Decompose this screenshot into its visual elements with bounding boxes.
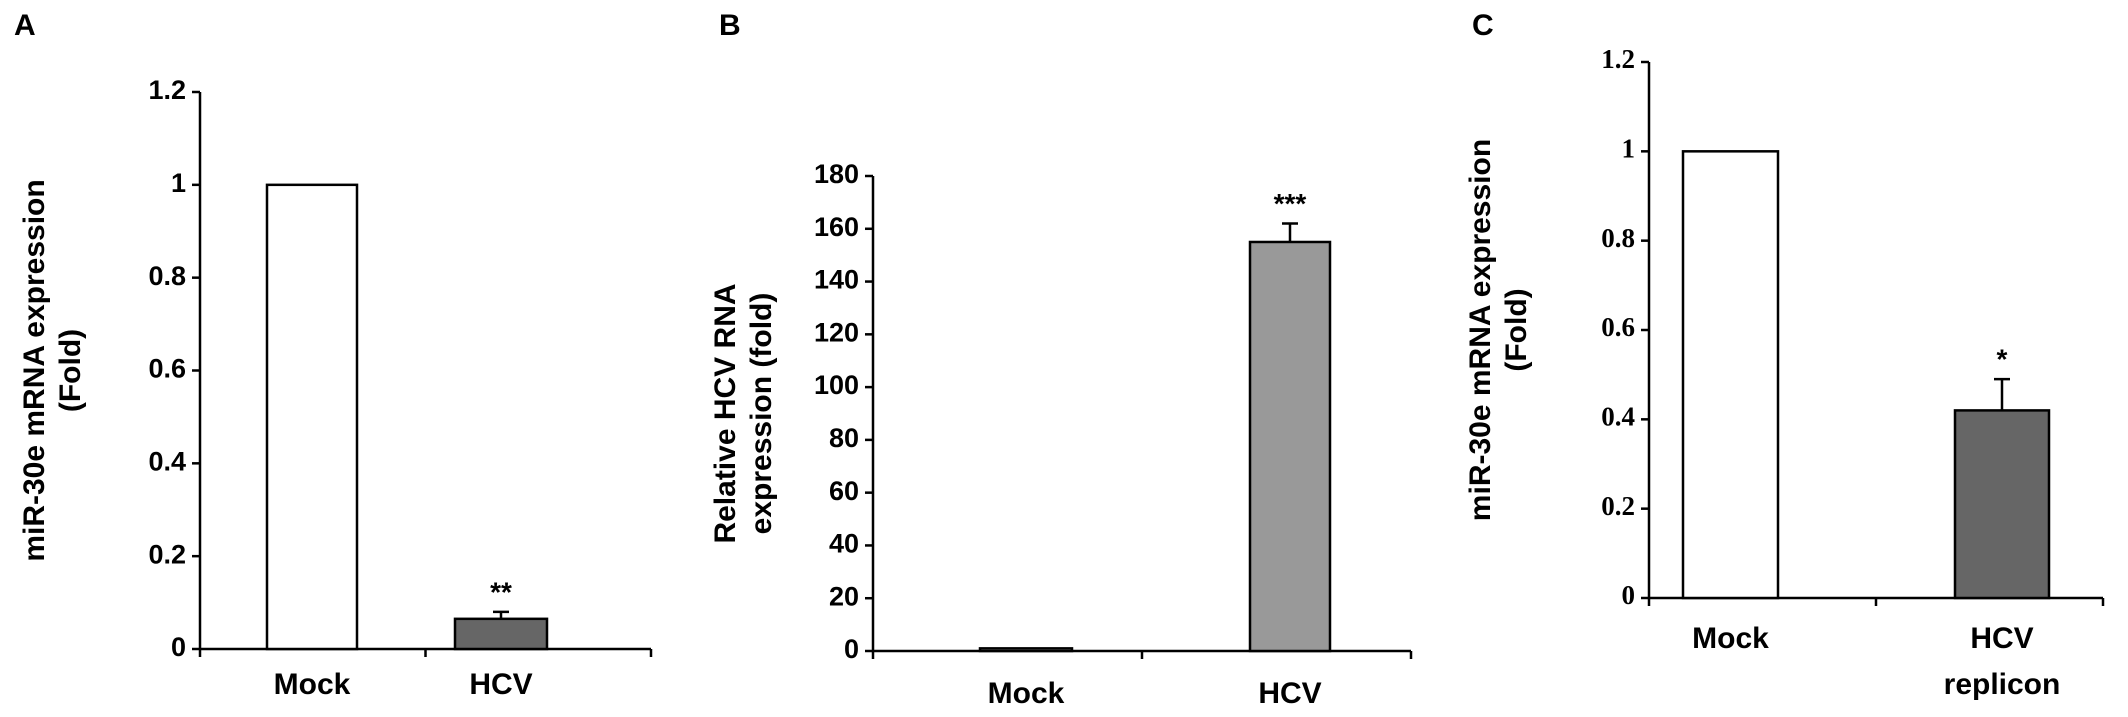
y-tick-label: 160: [814, 212, 859, 242]
y-tick-label: 80: [829, 423, 859, 453]
x-tick-label: HCV replicon: [1944, 622, 2061, 701]
x-tick-label: HCV: [469, 668, 532, 701]
y-tick-label: 20: [829, 581, 859, 611]
y-tick-label: 0.4: [148, 446, 186, 476]
bar: [978, 647, 1074, 653]
y-tick-label: 0: [1622, 580, 1636, 610]
bar: [265, 183, 359, 651]
y-tick-label: 0: [171, 632, 186, 662]
panel-letter: C: [1472, 9, 1494, 42]
y-axis-label: expression (fold): [745, 293, 778, 535]
y-tick-label: 0.6: [148, 354, 186, 384]
significance: ***: [1274, 188, 1307, 219]
y-tick-label: 60: [829, 476, 859, 506]
y-tick-label: 180: [814, 159, 859, 189]
y-axis-label: miR-30e mRNA expression: [18, 179, 51, 561]
y-tick-label: 40: [829, 529, 859, 559]
x-tick-label: Mock: [1692, 622, 1769, 655]
y-tick-label: 0.8: [1601, 223, 1635, 253]
y-tick-label: 1.2: [148, 75, 186, 105]
x-tick-label: Mock: [274, 668, 351, 701]
significance: *: [1997, 344, 2008, 375]
x-tick-label: Mock: [988, 677, 1065, 710]
y-tick-label: 100: [814, 370, 859, 400]
y-tick-label: 0.2: [1601, 491, 1635, 521]
y-tick-label: 1.2: [1601, 44, 1635, 74]
y-tick-label: 0.4: [1601, 402, 1635, 432]
panel-letter: A: [14, 9, 36, 42]
y-tick-label: 0: [844, 634, 859, 664]
bar: [453, 617, 549, 651]
y-tick-label: 1: [1622, 134, 1636, 164]
y-tick-label: 1: [171, 168, 186, 198]
y-tick-label: 0.8: [148, 261, 186, 291]
y-tick-label: 140: [814, 265, 859, 295]
y-tick-label: 0.6: [1601, 312, 1635, 342]
panel-letter: B: [719, 9, 741, 42]
x-tick-label: HCV: [1258, 677, 1321, 710]
y-axis-label: (Fold): [54, 329, 87, 412]
y-axis-label: Relative HCV RNA: [709, 283, 742, 543]
y-axis-label: miR-30e mRNA expression: [1464, 139, 1497, 521]
bar: [1248, 240, 1332, 653]
bar: [1681, 150, 1780, 600]
y-axis-label: (Fold): [1500, 288, 1533, 371]
y-tick-label: 120: [814, 317, 859, 347]
y-tick-label: 0.2: [148, 539, 186, 569]
bar: [1953, 409, 2051, 600]
significance: **: [490, 576, 512, 607]
